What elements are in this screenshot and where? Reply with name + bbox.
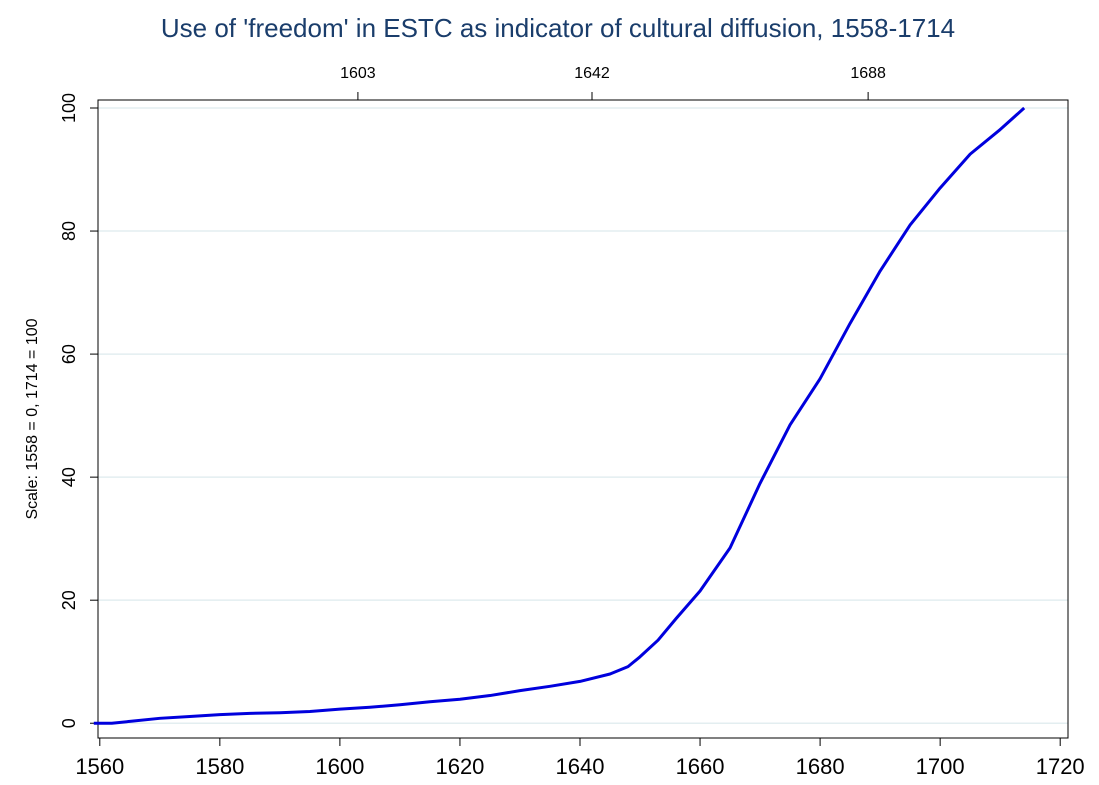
x-tick-label: 1700: [916, 754, 965, 779]
x-tick-label: 1680: [796, 754, 845, 779]
y-tick-label: 100: [59, 93, 79, 123]
x2-tick-label: 1688: [850, 65, 886, 82]
plot-frame: [97, 99, 1069, 739]
chart-title: Use of 'freedom' in ESTC as indicator of…: [161, 13, 955, 43]
y-tick-label: 40: [59, 467, 79, 487]
y-tick-label: 80: [59, 221, 79, 241]
y-axis-label: Scale: 1558 = 0, 1714 = 100: [24, 318, 41, 519]
x2-tick-label: 1642: [574, 65, 610, 82]
y-tick-label: 20: [59, 590, 79, 610]
x-tick-label: 1660: [676, 754, 725, 779]
y-tick-label: 60: [59, 344, 79, 364]
x-tick-label: 1720: [1036, 754, 1085, 779]
line-series: [93, 106, 1026, 725]
x2-tick-label: 1603: [340, 65, 376, 82]
x-tick-label: 1640: [556, 754, 605, 779]
x-tick-label: 1580: [195, 754, 244, 779]
x-tick-label: 1600: [315, 754, 364, 779]
x-tick-label: 1560: [75, 754, 124, 779]
x-tick-label: 1620: [435, 754, 484, 779]
y-tick-label: 0: [59, 718, 79, 728]
